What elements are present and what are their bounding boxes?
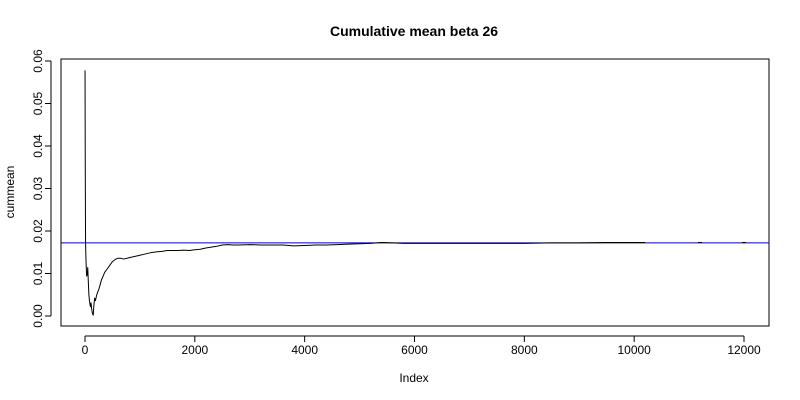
y-axis-label: cummean [3, 166, 17, 219]
y-tick-label: 0.02 [31, 219, 45, 243]
x-tick-label: 4000 [291, 343, 318, 357]
x-tick-label: 0 [82, 343, 89, 357]
plot-frame [60, 58, 770, 327]
chart-title: Cumulative mean beta 26 [330, 23, 498, 39]
x-tick-label: 2000 [181, 343, 208, 357]
y-tick-label: 0.00 [31, 304, 45, 328]
x-axis-label: Index [399, 371, 428, 385]
x-tick-label: 12000 [727, 343, 761, 357]
x-tick-label: 6000 [401, 343, 428, 357]
x-tick-label: 10000 [617, 343, 651, 357]
plot-area: 0 2000 4000 6000 8000 10000 12000 0.00 0.01 0.02 0… [31, 49, 770, 357]
y-tick-label: 0.01 [31, 261, 45, 285]
x-tick-label: 8000 [511, 343, 538, 357]
y-tick-label: 0.04 [31, 134, 45, 158]
series-line [84, 70, 646, 316]
y-tick-label: 0.03 [31, 176, 45, 200]
y-tick-label: 0.06 [31, 49, 45, 73]
y-tick-label: 0.05 [31, 91, 45, 115]
